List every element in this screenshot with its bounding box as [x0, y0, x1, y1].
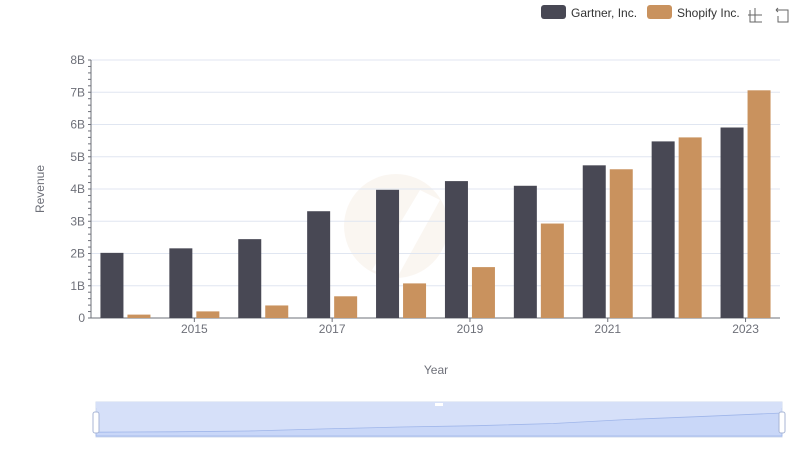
legend-item-gartner[interactable]: Gartner, Inc.	[541, 5, 637, 20]
legend-item-shopify[interactable]: Shopify Inc.	[647, 5, 740, 20]
y-tick-label: 2B	[70, 247, 85, 261]
y-tick-label: 1B	[70, 279, 85, 293]
y-tick-label: 6B	[70, 118, 85, 132]
bar-shopify-2020[interactable]	[540, 223, 564, 318]
bar-gartner-2017[interactable]	[307, 211, 331, 318]
zoom-icon[interactable]	[748, 8, 762, 23]
bar-shopify-2015[interactable]	[196, 311, 220, 318]
x-tick-label: 2015	[181, 322, 208, 336]
bar-gartner-2023[interactable]	[720, 127, 744, 318]
y-axis: 0 1B 2B 3B 4B 5B 6B 7B 8B	[70, 53, 92, 325]
x-axis: 2015 2017 2019 2021 2023	[91, 317, 780, 336]
bar-gartner-2018[interactable]	[376, 189, 400, 318]
x-axis-title: Year	[424, 363, 448, 377]
legend-label-shopify: Shopify Inc.	[677, 6, 740, 20]
bar-shopify-2014[interactable]	[127, 314, 151, 318]
x-tick-label: 2023	[732, 322, 759, 336]
x-tick-label: 2017	[319, 322, 346, 336]
y-tick-label: 8B	[70, 53, 85, 67]
y-tick-label: 0	[78, 311, 85, 325]
bar-gartner-2022[interactable]	[651, 141, 675, 318]
legend: Gartner, Inc. Shopify Inc.	[541, 5, 740, 20]
y-axis-title: Revenue	[33, 165, 47, 213]
bar-shopify-2021[interactable]	[609, 169, 633, 318]
legend-swatch-gartner	[541, 5, 566, 19]
bar-shopify-2022[interactable]	[678, 137, 702, 318]
y-tick-label: 3B	[70, 214, 85, 228]
legend-swatch-shopify	[647, 5, 672, 19]
legend-label-gartner: Gartner, Inc.	[571, 6, 637, 20]
data-zoom-handle-left[interactable]	[92, 411, 100, 434]
bar-shopify-2017[interactable]	[334, 296, 358, 318]
data-zoom-slider[interactable]	[92, 401, 786, 438]
data-zoom-handle-right[interactable]	[778, 411, 786, 434]
y-tick-label: 7B	[70, 85, 85, 99]
bar-gartner-2020[interactable]	[513, 185, 537, 318]
bar-shopify-2023[interactable]	[747, 90, 771, 318]
bar-gartner-2015[interactable]	[169, 248, 193, 318]
bars	[100, 90, 771, 318]
y-tick-label: 4B	[70, 182, 85, 196]
x-tick-label: 2021	[594, 322, 621, 336]
bar-gartner-2019[interactable]	[444, 181, 468, 318]
bar-gartner-2014[interactable]	[100, 252, 124, 318]
data-zoom-move-grip[interactable]	[435, 403, 443, 406]
bar-gartner-2016[interactable]	[238, 239, 262, 318]
x-tick-label: 2019	[457, 322, 484, 336]
restore-icon[interactable]	[775, 7, 789, 23]
bar-shopify-2019[interactable]	[471, 267, 495, 318]
y-tick-label: 5B	[70, 150, 85, 164]
bar-gartner-2021[interactable]	[582, 165, 606, 318]
bar-shopify-2016[interactable]	[265, 305, 289, 318]
bar-shopify-2018[interactable]	[403, 283, 427, 318]
